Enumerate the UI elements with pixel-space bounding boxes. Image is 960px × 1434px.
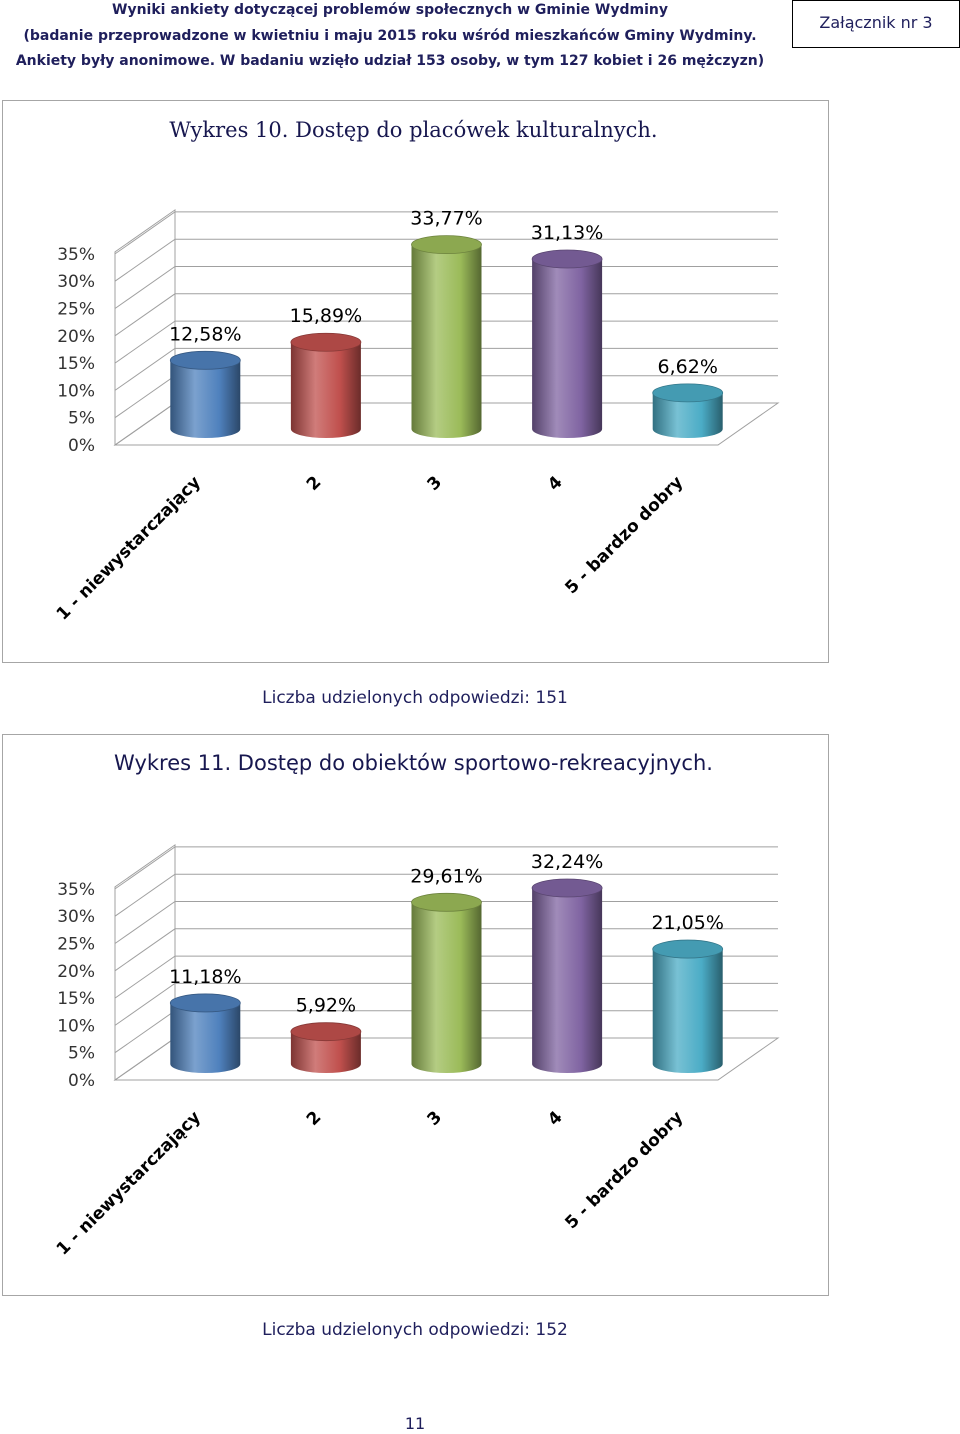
y-tick-label: 25% — [57, 300, 95, 320]
data-label: 15,89% — [290, 305, 362, 327]
bar-body — [411, 902, 482, 1073]
bar-3 — [411, 235, 482, 438]
bar-top — [169, 993, 241, 1013]
data-label: 32,24% — [531, 851, 603, 873]
bar-3 — [411, 892, 482, 1073]
y-tick-label: 5% — [68, 1044, 95, 1064]
y-tick-label: 10% — [57, 381, 95, 401]
bar-2 — [290, 1022, 362, 1073]
data-label: 5,92% — [296, 995, 356, 1017]
data-label: 29,61% — [410, 865, 482, 887]
bar-5 — [652, 383, 724, 438]
gridline — [114, 238, 778, 282]
y-tick-label: 35% — [57, 245, 95, 265]
data-label: 6,62% — [658, 356, 718, 378]
bar-body — [290, 342, 361, 438]
x-tick-label: 3 — [424, 472, 447, 495]
bar-body — [532, 259, 603, 438]
attachment-box: Załącznik nr 3 — [792, 0, 960, 48]
x-tick-label: 1 - niewystarczający — [53, 472, 205, 620]
x-tick-label: 2 — [303, 1107, 326, 1130]
header-line-3: Ankiety były anonimowe. W badaniu wzięło… — [15, 53, 765, 69]
page-number: 11 — [404, 1414, 426, 1433]
bar-top — [169, 350, 241, 370]
y-tick-label: 15% — [57, 354, 95, 374]
x-tick-label: 4 — [544, 472, 567, 495]
x-tick-label: 5 - bardzo dobry — [561, 472, 687, 598]
bar-top — [411, 235, 482, 255]
y-tick-label: 15% — [57, 989, 95, 1009]
y-tick-label: 30% — [57, 272, 95, 292]
bar-body — [652, 949, 723, 1073]
gridline — [114, 846, 778, 890]
bar-top — [531, 878, 603, 898]
bar-top — [290, 332, 362, 352]
bar-top — [652, 939, 724, 959]
bar-1 — [169, 350, 241, 438]
y-tick-label: 0% — [68, 436, 95, 456]
y-tick-label: 25% — [57, 935, 95, 955]
y-tick-label: 20% — [57, 962, 95, 982]
bar-body — [290, 1031, 361, 1073]
bar-body — [652, 392, 723, 438]
chart-title-11: Wykres 11. Dostęp do obiektów sportowo-r… — [114, 751, 713, 775]
y-tick-label: 20% — [57, 327, 95, 347]
bar-body — [532, 887, 603, 1073]
y-tick-label: 5% — [68, 409, 95, 429]
bar-1 — [169, 993, 241, 1073]
data-label: 11,18% — [169, 966, 241, 988]
header-line-2: (badanie przeprowadzone w kwietniu i maj… — [23, 28, 757, 44]
bar-5 — [652, 939, 724, 1073]
bar-body — [411, 244, 482, 438]
bar-chart-11: 0% 5% 10% 15% 20% 25% 30% 35% 11,18% 1 - niewysta… — [53, 843, 780, 1255]
gridline — [114, 873, 778, 917]
x-tick-label: 3 — [424, 1107, 447, 1130]
bar-top — [531, 249, 603, 269]
data-label: 31,13% — [531, 222, 603, 244]
y-tick-label: 30% — [57, 907, 95, 927]
data-label: 33,77% — [410, 208, 482, 230]
y-tick-label: 10% — [57, 1016, 95, 1036]
chart-title-10: Wykres 10. Dostęp do placówek kulturalny… — [169, 118, 658, 142]
gridline — [114, 211, 778, 255]
responses-note-10: Liczba udzielonych odpowiedzi: 151 — [262, 688, 568, 708]
y-tick-label: 35% — [57, 880, 95, 900]
responses-note-11: Liczba udzielonych odpowiedzi: 152 — [262, 1320, 568, 1340]
bar-body — [170, 1002, 241, 1073]
bar-2 — [290, 332, 362, 438]
data-label: 12,58% — [169, 323, 241, 345]
bar-top — [411, 892, 482, 912]
data-label: 21,05% — [651, 912, 723, 934]
header-line-1: Wyniki ankiety dotyczącej problemów społ… — [112, 2, 668, 18]
bar-chart-10: 0% 5% 10% 15% 20% 25% 30% 35% 12,58% 1 - niewysta… — [53, 208, 780, 620]
x-tick-label: 1 - niewystarczający — [53, 1107, 205, 1255]
bar-4 — [531, 878, 603, 1073]
bar-4 — [531, 249, 603, 438]
x-tick-label: 4 — [544, 1107, 567, 1130]
y-tick-label: 0% — [68, 1071, 95, 1091]
bar-top — [652, 383, 724, 403]
bar-top — [290, 1022, 362, 1042]
x-tick-label: 5 - bardzo dobry — [561, 1107, 687, 1233]
x-tick-label: 2 — [303, 472, 326, 495]
bar-body — [170, 360, 241, 438]
